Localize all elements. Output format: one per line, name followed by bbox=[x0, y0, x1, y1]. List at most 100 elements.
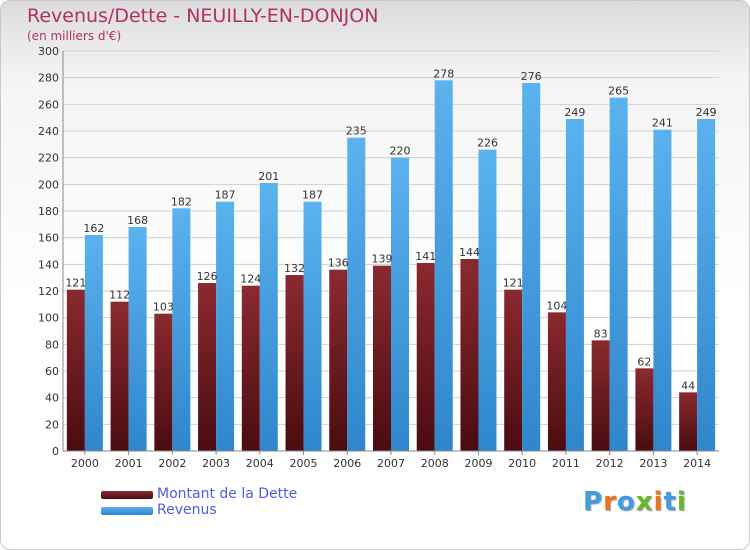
logo-letter: x bbox=[635, 487, 654, 517]
bar-dette bbox=[241, 285, 260, 451]
x-tick-label: 2002 bbox=[158, 457, 186, 470]
legend-label-dette: Montant de la Dette bbox=[157, 486, 298, 502]
x-tick-label: 2001 bbox=[115, 457, 143, 470]
bar-revenus bbox=[216, 201, 235, 451]
logo-letter: o bbox=[616, 487, 636, 517]
chart-title: Revenus/Dette - NEUILLY-EN-DONJON bbox=[27, 5, 379, 27]
y-tick-label: 160 bbox=[38, 232, 59, 245]
y-tick-label: 20 bbox=[45, 418, 59, 431]
x-tick-label: 2004 bbox=[246, 457, 274, 470]
bar-revenus bbox=[303, 201, 322, 451]
data-label-dette: 141 bbox=[415, 250, 436, 263]
bar-dette bbox=[679, 392, 698, 451]
bar-dette bbox=[66, 289, 85, 451]
data-label-revenus: 187 bbox=[302, 189, 323, 202]
y-tick-label: 200 bbox=[38, 178, 59, 191]
bar-revenus bbox=[565, 119, 584, 451]
bar-dette bbox=[547, 312, 566, 451]
data-label-dette: 83 bbox=[594, 327, 608, 340]
data-label-dette: 121 bbox=[65, 277, 86, 290]
y-tick-label: 40 bbox=[45, 392, 59, 405]
x-tick-label: 2007 bbox=[377, 457, 405, 470]
data-label-dette: 139 bbox=[372, 253, 393, 266]
bar-dette bbox=[198, 283, 217, 451]
y-tick-label: 140 bbox=[38, 258, 59, 271]
bar-revenus bbox=[84, 235, 103, 451]
x-tick-label: 2008 bbox=[421, 457, 449, 470]
y-tick-label: 120 bbox=[38, 285, 59, 298]
logo-letter: P bbox=[583, 487, 604, 517]
data-label-revenus: 241 bbox=[652, 117, 673, 130]
data-label-revenus: 249 bbox=[696, 106, 717, 119]
data-label-revenus: 220 bbox=[390, 145, 411, 158]
data-label-revenus: 235 bbox=[346, 125, 367, 138]
y-tick-label: 80 bbox=[45, 338, 59, 351]
bar-dette bbox=[416, 263, 435, 451]
data-label-dette: 44 bbox=[681, 379, 695, 392]
data-label-revenus: 201 bbox=[258, 170, 279, 183]
bar-dette bbox=[285, 275, 304, 451]
x-tick-label: 2013 bbox=[639, 457, 667, 470]
bar-revenus bbox=[259, 183, 278, 451]
bar-revenus bbox=[609, 97, 628, 452]
legend-swatch-revenus bbox=[101, 507, 153, 515]
chart-subtitle: (en milliers d'€) bbox=[27, 29, 122, 43]
bar-dette bbox=[154, 313, 173, 451]
x-tick-label: 2009 bbox=[464, 457, 492, 470]
data-label-dette: 132 bbox=[284, 262, 305, 275]
bar-revenus bbox=[522, 83, 541, 451]
y-tick-label: 60 bbox=[45, 365, 59, 378]
data-label-dette: 126 bbox=[197, 270, 218, 283]
data-label-revenus: 187 bbox=[215, 189, 236, 202]
proxiti-logo: Proxiti bbox=[583, 487, 687, 517]
data-label-revenus: 265 bbox=[608, 85, 629, 98]
y-tick-label: 0 bbox=[52, 445, 59, 458]
data-label-dette: 144 bbox=[459, 246, 480, 259]
logo-letter: r bbox=[603, 487, 617, 517]
bar-dette bbox=[504, 289, 523, 451]
data-label-revenus: 278 bbox=[433, 67, 454, 80]
data-label-dette: 62 bbox=[637, 355, 651, 368]
data-label-revenus: 182 bbox=[171, 195, 192, 208]
x-tick-label: 2000 bbox=[71, 457, 99, 470]
data-label-revenus: 226 bbox=[477, 137, 498, 150]
logo-letter: i bbox=[653, 487, 664, 517]
data-label-dette: 112 bbox=[109, 289, 130, 302]
x-tick-label: 2006 bbox=[333, 457, 361, 470]
data-label-dette: 103 bbox=[153, 301, 174, 314]
bar-revenus bbox=[391, 157, 409, 451]
x-tick-label: 2003 bbox=[202, 457, 230, 470]
y-tick-label: 300 bbox=[38, 45, 59, 58]
bar-dette bbox=[373, 265, 391, 451]
logo-letter: i bbox=[676, 487, 687, 517]
logo-letter: t bbox=[663, 487, 677, 517]
data-label-revenus: 162 bbox=[83, 222, 104, 235]
y-tick-label: 240 bbox=[38, 125, 59, 138]
y-tick-label: 180 bbox=[38, 205, 59, 218]
bar-dette bbox=[635, 368, 654, 451]
bar-revenus bbox=[434, 80, 453, 451]
y-tick-label: 100 bbox=[38, 312, 59, 325]
x-tick-label: 2014 bbox=[683, 457, 711, 470]
x-tick-label: 2011 bbox=[552, 457, 580, 470]
bar-revenus bbox=[653, 129, 672, 451]
x-tick-label: 2010 bbox=[508, 457, 536, 470]
data-label-dette: 136 bbox=[328, 257, 349, 270]
data-label-revenus: 276 bbox=[521, 70, 542, 83]
data-label-dette: 104 bbox=[546, 299, 567, 312]
y-tick-label: 220 bbox=[38, 152, 59, 165]
bar-revenus bbox=[128, 227, 147, 451]
y-tick-label: 280 bbox=[38, 72, 59, 85]
data-label-revenus: 168 bbox=[127, 214, 148, 227]
bar-dette bbox=[591, 340, 610, 451]
x-tick-label: 2005 bbox=[290, 457, 318, 470]
data-label-revenus: 249 bbox=[564, 106, 585, 119]
bar-revenus bbox=[172, 208, 191, 451]
bar-dette bbox=[110, 301, 129, 451]
bar-revenus bbox=[478, 149, 497, 451]
bar-revenus bbox=[347, 137, 366, 451]
legend-swatch-dette bbox=[101, 491, 153, 499]
bar-dette bbox=[329, 269, 348, 451]
data-label-dette: 124 bbox=[240, 273, 261, 286]
